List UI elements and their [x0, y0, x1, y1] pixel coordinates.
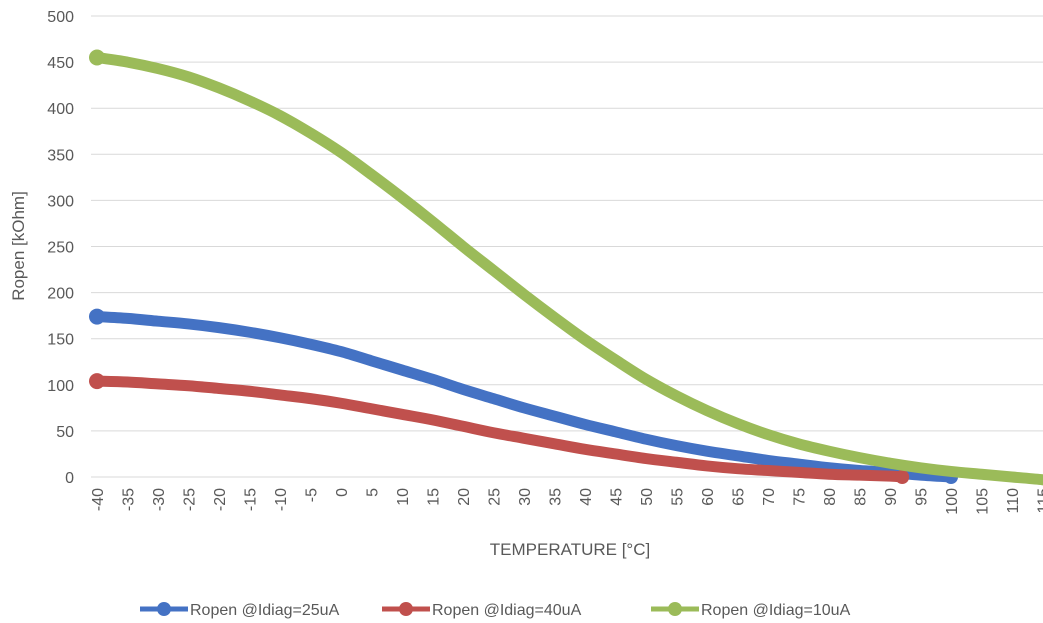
x-tick-label: 110 — [1005, 488, 1022, 514]
series-line — [91, 311, 957, 483]
x-tick-label: 85 — [853, 488, 870, 506]
y-axis-ticks: 0 50 100 150 200 250 300 350 400 450 500 — [47, 9, 74, 487]
legend-label: Ropen @Idiag=25uA — [190, 602, 340, 619]
series-line — [91, 51, 1043, 486]
series-start-marker — [89, 308, 105, 325]
x-axis-title: TEMPERATURE [°C] — [490, 540, 650, 559]
gridlines — [91, 15, 1043, 478]
y-tick-label: 350 — [47, 147, 74, 164]
x-tick-label: 105 — [975, 488, 992, 515]
x-tick-label: 90 — [883, 488, 900, 506]
x-tick-label: 115 — [1036, 488, 1043, 514]
x-tick-label: 15 — [426, 488, 443, 506]
series-1 — [89, 308, 958, 484]
x-tick-label: 95 — [914, 488, 931, 506]
legend-item: Ropen @Idiag=40uA — [382, 602, 582, 619]
legend-label: Ropen @Idiag=10uA — [701, 602, 851, 619]
legend-swatch-marker — [399, 602, 413, 616]
x-tick-label: 50 — [639, 488, 656, 506]
x-tick-label: 70 — [761, 488, 778, 506]
x-tick-label: 30 — [517, 488, 534, 506]
x-axis-ticks: -40 -35 -30 -25 -20 -15 -10 -5 0 5 10 15 20 25 30 35 40 4… — [90, 488, 1043, 515]
x-tick-label: -40 — [90, 488, 107, 511]
x-tick-label: -25 — [182, 488, 199, 511]
legend: Ropen @Idiag=25uA Ropen @Idiag=40uA Ropen … — [140, 602, 851, 619]
x-tick-label: 60 — [700, 488, 717, 506]
x-tick-label: 55 — [670, 488, 687, 506]
y-tick-label: 50 — [56, 424, 74, 441]
x-tick-label: -15 — [243, 488, 260, 511]
x-tick-label: 80 — [822, 488, 839, 506]
x-tick-label: 65 — [731, 488, 748, 506]
y-tick-label: 450 — [47, 55, 74, 72]
y-tick-label: 300 — [47, 193, 74, 210]
legend-item: Ropen @Idiag=25uA — [140, 602, 340, 619]
y-tick-label: 500 — [47, 9, 74, 26]
x-tick-label: -35 — [121, 488, 138, 511]
y-axis-title: Ropen [kOhm] — [9, 191, 28, 301]
y-tick-label: 250 — [47, 240, 74, 257]
y-tick-label: 0 — [65, 470, 74, 487]
series-line — [91, 375, 908, 483]
legend-label: Ropen @Idiag=40uA — [432, 602, 582, 619]
series-end-marker — [895, 470, 910, 484]
x-tick-label: 10 — [395, 488, 412, 506]
series-3 — [89, 49, 1043, 486]
x-tick-label: 45 — [609, 488, 626, 506]
x-tick-label: -30 — [151, 488, 168, 511]
x-tick-label: 20 — [456, 488, 473, 506]
y-tick-label: 400 — [47, 101, 74, 118]
x-tick-label: 40 — [578, 488, 595, 506]
series-start-marker — [89, 373, 105, 390]
x-tick-label: -5 — [304, 488, 321, 502]
y-tick-label: 200 — [47, 286, 74, 303]
series-start-marker — [89, 49, 105, 66]
x-tick-label: -20 — [212, 488, 229, 511]
x-tick-label: 35 — [548, 488, 565, 506]
x-tick-label: 5 — [365, 488, 382, 497]
y-tick-label: 100 — [47, 378, 74, 395]
x-tick-label: 25 — [487, 488, 504, 506]
legend-item: Ropen @Idiag=10uA — [651, 602, 851, 619]
y-tick-label: 150 — [47, 332, 74, 349]
x-tick-label: 0 — [334, 488, 351, 497]
x-tick-label: 100 — [944, 488, 961, 515]
series-lines — [89, 49, 1043, 486]
legend-swatch-marker — [668, 602, 682, 616]
x-tick-label: -10 — [273, 488, 290, 511]
x-tick-label: 75 — [792, 488, 809, 506]
series-2 — [89, 373, 910, 484]
legend-swatch-marker — [157, 602, 171, 616]
